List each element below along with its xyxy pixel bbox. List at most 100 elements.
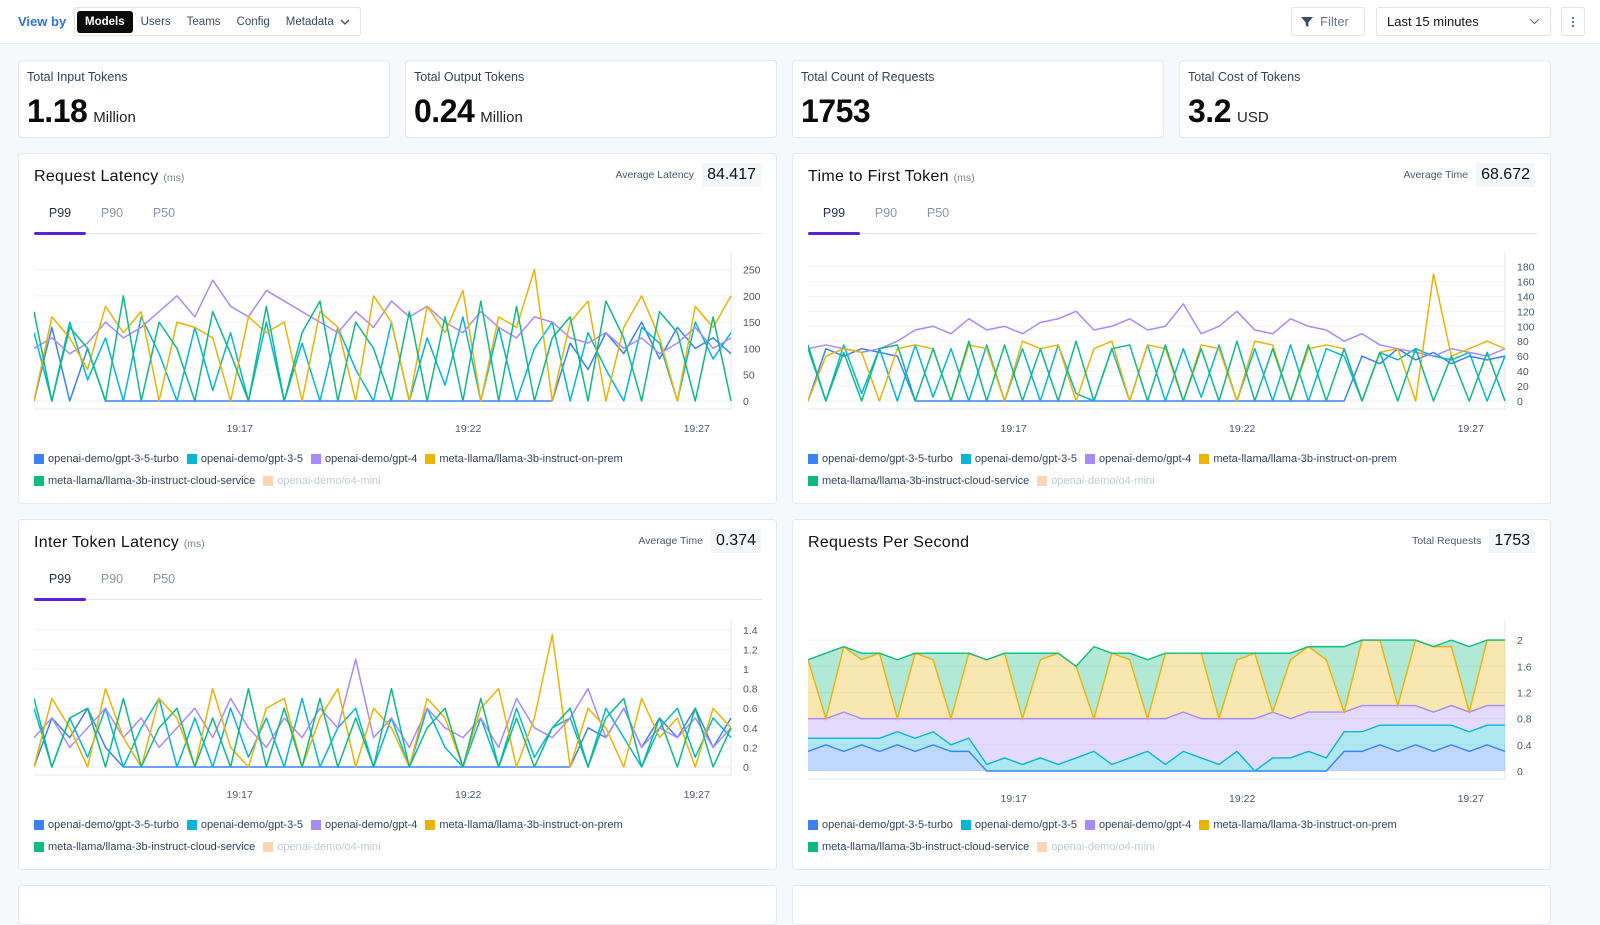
- legend-item[interactable]: openai-demo/gpt-4: [310, 818, 417, 831]
- tab-p90[interactable]: P90: [874, 206, 898, 220]
- x-tick-label: 19:27: [1458, 423, 1484, 435]
- legend-swatch: [808, 841, 818, 852]
- time-range-select[interactable]: Last 15 minutes: [1376, 7, 1551, 36]
- summary-label: Average Time: [1403, 169, 1469, 181]
- stat-value: 1.18: [27, 93, 88, 129]
- chevron-down-icon: [1529, 18, 1540, 25]
- legend-item[interactable]: openai-demo/gpt-3-5: [960, 452, 1077, 465]
- legend-item[interactable]: openai-demo/o4-mini: [263, 474, 381, 487]
- y-tick-label: 160: [1517, 276, 1535, 288]
- y-tick-label: 1: [743, 664, 749, 676]
- legend-label: openai-demo/o4-mini: [1051, 474, 1155, 487]
- view-tab-users[interactable]: Users: [140, 15, 171, 28]
- tab-p99[interactable]: P99: [34, 570, 86, 601]
- legend-item[interactable]: meta-llama/llama-3b-instruct-on-prem: [425, 452, 623, 465]
- y-tick-label: 120: [1517, 306, 1535, 318]
- tab-p90[interactable]: P90: [100, 206, 124, 220]
- stat-label: Total Cost of Tokens: [1188, 70, 1301, 84]
- x-tick-label: 19:17: [227, 789, 253, 801]
- legend-item[interactable]: meta-llama/llama-3b-instruct-on-prem: [1199, 452, 1397, 465]
- legend-item[interactable]: openai-demo/gpt-3-5: [186, 818, 303, 831]
- legend-item[interactable]: openai-demo/gpt-3-5-turbo: [34, 452, 179, 465]
- tab-p50[interactable]: P50: [926, 206, 950, 220]
- summary-value: 1753: [1489, 529, 1535, 553]
- legend-item[interactable]: openai-demo/gpt-3-5: [960, 818, 1077, 831]
- filter-label: Filter: [1320, 14, 1349, 29]
- tab-p50[interactable]: P50: [152, 206, 176, 220]
- tab-p90[interactable]: P90: [100, 572, 124, 586]
- stat-card-output-tokens: Total Output Tokens 0.24 Million: [405, 60, 777, 138]
- legend-item[interactable]: openai-demo/gpt-3-5-turbo: [808, 452, 953, 465]
- view-tab-teams[interactable]: Teams: [186, 15, 221, 28]
- chart-title: Request Latency (ms): [34, 168, 184, 186]
- legend-item[interactable]: meta-llama/llama-3b-instruct-cloud-servi…: [34, 474, 255, 487]
- tab-p99[interactable]: P99: [808, 204, 860, 235]
- view-tab-config[interactable]: Config: [236, 15, 270, 28]
- y-tick-label: 0.4: [1517, 740, 1532, 752]
- legend-swatch: [1199, 819, 1210, 830]
- legend-item[interactable]: meta-llama/llama-3b-instruct-on-prem: [1199, 818, 1397, 831]
- top-bar: View by Models Users Teams Config Metada…: [0, 0, 1600, 44]
- legend-item[interactable]: openai-demo/o4-mini: [1037, 840, 1155, 853]
- legend-item[interactable]: openai-demo/o4-mini: [263, 840, 381, 853]
- x-tick-label: 19:22: [1229, 793, 1255, 805]
- legend-item[interactable]: openai-demo/gpt-4: [310, 452, 417, 465]
- chart-title: Time to First Token (ms): [808, 168, 975, 186]
- view-by-label: View by: [18, 14, 67, 29]
- series-line-meta-llama-llama-3b-instruct-cloud-service: [808, 340, 1506, 402]
- legend-item[interactable]: openai-demo/gpt-3-5-turbo: [34, 818, 179, 831]
- y-tick-label: 1.2: [743, 644, 758, 656]
- legend-item[interactable]: openai-demo/o4-mini: [1037, 474, 1155, 487]
- chart-card-requests-per-second: Requests Per Second Total Requests 1753 0 0…: [792, 519, 1551, 870]
- legend-swatch: [808, 819, 818, 830]
- view-tab-metadata[interactable]: Metadata: [278, 11, 358, 33]
- chart-legend: openai-demo/gpt-3-5-turbo openai-demo/gpt…: [808, 818, 1543, 853]
- legend-item[interactable]: meta-llama/llama-3b-instruct-cloud-servi…: [808, 474, 1029, 487]
- legend-label: meta-llama/llama-3b-instruct-on-prem: [1213, 452, 1397, 465]
- area-openai-demo-gpt-3-5-turbo: [808, 744, 1505, 771]
- legend-item[interactable]: openai-demo/gpt-4: [1084, 452, 1191, 465]
- stat-card-token-cost: Total Cost of Tokens 3.2 USD: [1179, 60, 1551, 138]
- legend-swatch: [808, 453, 818, 464]
- chart-plot: 0 20 40 60 80 100 120 140 160 180 19:17 19:22 19:27: [808, 253, 1535, 435]
- stat-value: 1753: [801, 93, 871, 129]
- stat-label: Total Output Tokens: [414, 70, 525, 84]
- stat-unit: Million: [480, 109, 523, 126]
- legend-swatch: [960, 819, 971, 830]
- chart-summary: Total Requests 1753: [1412, 529, 1535, 553]
- y-tick-label: 0: [1517, 766, 1523, 778]
- filter-icon: [1301, 16, 1313, 27]
- legend-label: meta-llama/llama-3b-instruct-cloud-servi…: [822, 474, 1030, 487]
- stat-card-request-count: Total Count of Requests 1753: [792, 60, 1164, 138]
- series-line-openai-demo-gpt-4: [808, 303, 1506, 357]
- legend-item[interactable]: meta-llama/llama-3b-instruct-on-prem: [425, 818, 623, 831]
- x-tick-label: 19:27: [684, 789, 710, 801]
- series-line-meta-llama-llama-3b-instruct-cloud-service: [34, 295, 732, 402]
- y-tick-label: 2: [1517, 635, 1523, 647]
- legend-label: openai-demo/gpt-3-5: [974, 452, 1077, 465]
- chevron-down-icon: [340, 19, 350, 25]
- legend-item[interactable]: meta-llama/llama-3b-instruct-cloud-servi…: [34, 840, 255, 853]
- chart-unit: (ms): [163, 172, 185, 184]
- y-tick-label: 0.6: [743, 703, 758, 715]
- tab-p50[interactable]: P50: [152, 572, 176, 586]
- y-tick-label: 1.6: [1517, 661, 1532, 673]
- time-range-value: Last 15 minutes: [1387, 14, 1479, 29]
- legend-item[interactable]: openai-demo/gpt-3-5-turbo: [808, 818, 953, 831]
- legend-swatch: [263, 841, 274, 852]
- legend-item[interactable]: openai-demo/gpt-3-5: [186, 452, 303, 465]
- legend-item[interactable]: meta-llama/llama-3b-instruct-cloud-servi…: [808, 840, 1029, 853]
- view-tab-models[interactable]: Models: [77, 10, 133, 33]
- area-openai-demo-gpt-4: [808, 705, 1505, 771]
- chart-title: Requests Per Second: [808, 534, 969, 552]
- stat-card-input-tokens: Total Input Tokens 1.18 Million: [18, 60, 390, 138]
- more-options-button[interactable]: [1561, 7, 1585, 36]
- legend-label: openai-demo/gpt-3-5: [200, 452, 303, 465]
- filter-button[interactable]: Filter: [1291, 7, 1365, 36]
- y-tick-label: 20: [1517, 381, 1529, 393]
- y-tick-label: 200: [743, 291, 761, 303]
- legend-item[interactable]: openai-demo/gpt-4: [1084, 818, 1191, 831]
- tab-p99[interactable]: P99: [34, 204, 86, 235]
- legend-label: openai-demo/gpt-3-5: [974, 818, 1077, 831]
- x-tick-label: 19:17: [227, 423, 253, 435]
